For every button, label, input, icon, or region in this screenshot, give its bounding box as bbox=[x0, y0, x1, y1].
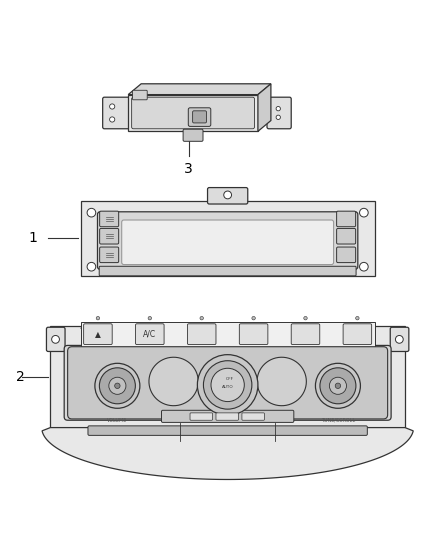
Polygon shape bbox=[128, 94, 258, 131]
FancyBboxPatch shape bbox=[133, 90, 147, 100]
Circle shape bbox=[276, 115, 280, 119]
Circle shape bbox=[96, 317, 100, 320]
Circle shape bbox=[276, 107, 280, 111]
FancyBboxPatch shape bbox=[183, 129, 203, 141]
Circle shape bbox=[329, 377, 346, 394]
FancyBboxPatch shape bbox=[100, 229, 119, 244]
Text: VOLUME: VOLUME bbox=[107, 418, 127, 423]
Circle shape bbox=[360, 262, 368, 271]
FancyBboxPatch shape bbox=[162, 410, 294, 422]
FancyBboxPatch shape bbox=[98, 212, 358, 269]
FancyBboxPatch shape bbox=[81, 200, 374, 276]
Circle shape bbox=[356, 317, 359, 320]
FancyBboxPatch shape bbox=[100, 211, 119, 227]
Circle shape bbox=[252, 317, 255, 320]
FancyBboxPatch shape bbox=[67, 347, 388, 419]
Circle shape bbox=[211, 368, 244, 401]
Circle shape bbox=[109, 377, 126, 394]
Text: 1: 1 bbox=[28, 231, 37, 245]
Circle shape bbox=[304, 317, 307, 320]
FancyBboxPatch shape bbox=[99, 266, 356, 276]
FancyBboxPatch shape bbox=[64, 345, 391, 420]
Circle shape bbox=[110, 117, 115, 122]
FancyBboxPatch shape bbox=[267, 97, 291, 129]
FancyBboxPatch shape bbox=[188, 108, 211, 126]
Text: A/C: A/C bbox=[143, 330, 156, 338]
Circle shape bbox=[315, 364, 360, 408]
FancyBboxPatch shape bbox=[208, 188, 248, 204]
Circle shape bbox=[115, 383, 120, 389]
Circle shape bbox=[320, 368, 356, 404]
FancyBboxPatch shape bbox=[193, 111, 206, 123]
FancyBboxPatch shape bbox=[102, 97, 132, 129]
Text: 2: 2 bbox=[16, 370, 25, 384]
FancyBboxPatch shape bbox=[343, 324, 372, 344]
FancyBboxPatch shape bbox=[132, 97, 254, 129]
Polygon shape bbox=[42, 427, 413, 480]
Polygon shape bbox=[257, 357, 306, 406]
Text: AUTO: AUTO bbox=[222, 385, 233, 389]
FancyBboxPatch shape bbox=[190, 413, 212, 420]
Circle shape bbox=[198, 354, 258, 415]
Circle shape bbox=[148, 317, 152, 320]
FancyBboxPatch shape bbox=[100, 247, 119, 263]
Text: 3: 3 bbox=[184, 163, 193, 176]
Circle shape bbox=[335, 383, 341, 389]
Circle shape bbox=[95, 364, 140, 408]
Polygon shape bbox=[149, 357, 198, 406]
FancyBboxPatch shape bbox=[88, 426, 367, 435]
Text: TUNE/SCROLL: TUNE/SCROLL bbox=[321, 418, 355, 423]
Circle shape bbox=[87, 262, 96, 271]
FancyBboxPatch shape bbox=[216, 413, 238, 420]
FancyBboxPatch shape bbox=[46, 327, 65, 351]
FancyBboxPatch shape bbox=[337, 229, 356, 244]
Text: OFF: OFF bbox=[226, 377, 234, 381]
Circle shape bbox=[99, 368, 135, 404]
Circle shape bbox=[52, 335, 60, 343]
FancyBboxPatch shape bbox=[122, 220, 334, 264]
FancyBboxPatch shape bbox=[337, 247, 356, 263]
FancyBboxPatch shape bbox=[337, 211, 356, 227]
Polygon shape bbox=[81, 328, 374, 342]
Circle shape bbox=[396, 335, 403, 343]
Text: ▲: ▲ bbox=[95, 330, 101, 338]
FancyBboxPatch shape bbox=[291, 324, 320, 344]
FancyBboxPatch shape bbox=[390, 327, 409, 351]
FancyBboxPatch shape bbox=[239, 324, 268, 344]
FancyBboxPatch shape bbox=[187, 324, 216, 344]
FancyBboxPatch shape bbox=[81, 321, 374, 347]
FancyBboxPatch shape bbox=[84, 324, 112, 344]
Circle shape bbox=[224, 191, 232, 199]
Circle shape bbox=[203, 361, 252, 409]
FancyBboxPatch shape bbox=[135, 324, 164, 344]
FancyBboxPatch shape bbox=[50, 326, 405, 427]
Circle shape bbox=[200, 317, 203, 320]
Polygon shape bbox=[128, 84, 271, 94]
Circle shape bbox=[110, 104, 115, 109]
Circle shape bbox=[360, 208, 368, 217]
Polygon shape bbox=[258, 84, 271, 131]
Circle shape bbox=[87, 208, 96, 217]
FancyBboxPatch shape bbox=[242, 413, 265, 420]
